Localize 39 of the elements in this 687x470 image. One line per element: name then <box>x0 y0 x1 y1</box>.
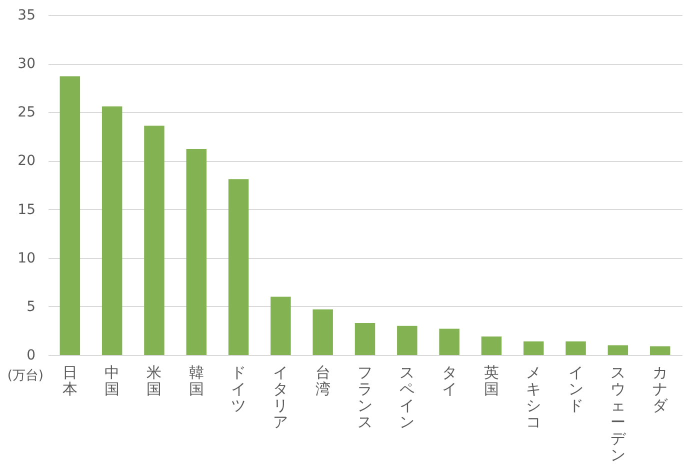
x-tick-label: 中国 <box>104 364 120 398</box>
bar <box>270 296 291 355</box>
y-tick-label: 20 <box>18 153 36 170</box>
bar <box>481 336 502 355</box>
bar <box>60 76 80 355</box>
y-axis-title: (万台) <box>7 368 44 384</box>
bar <box>186 149 206 355</box>
bar <box>608 345 628 355</box>
x-tick-label: メキシコ <box>526 364 542 431</box>
bar <box>397 326 418 355</box>
x-tick-label: 米国 <box>146 364 162 398</box>
bar <box>524 341 544 355</box>
x-tick-label: イタリア <box>273 364 288 431</box>
y-tick-label: 30 <box>18 56 36 72</box>
x-tick-label: 韓国 <box>188 364 204 398</box>
y-tick-label: 0 <box>26 348 36 364</box>
x-tick-label: ドイツ <box>231 364 246 414</box>
y-tick-label: 15 <box>18 202 36 218</box>
x-tick-label: スウェーデン <box>610 364 626 464</box>
bar <box>228 179 249 355</box>
bar <box>354 322 376 355</box>
bar <box>650 346 670 355</box>
x-tick-label: フランス <box>358 364 372 431</box>
x-tick-label: 英国 <box>484 364 499 398</box>
y-tick-label: 10 <box>18 250 36 266</box>
bar <box>312 309 333 355</box>
y-tick-label: 5 <box>26 298 36 315</box>
bar <box>566 341 586 355</box>
x-tick-label: タイ <box>442 364 457 398</box>
bar <box>102 106 122 355</box>
x-tick-label: スペイン <box>400 364 415 431</box>
x-tick-label: インド <box>568 364 584 414</box>
bar <box>439 328 460 355</box>
bar <box>144 126 164 355</box>
y-tick-label: 25 <box>18 104 36 121</box>
x-tick-label: 日本 <box>62 364 78 398</box>
x-tick-label: カナダ <box>652 364 669 414</box>
x-tick-label: 台湾 <box>315 364 330 398</box>
y-tick-label: 35 <box>18 8 36 24</box>
